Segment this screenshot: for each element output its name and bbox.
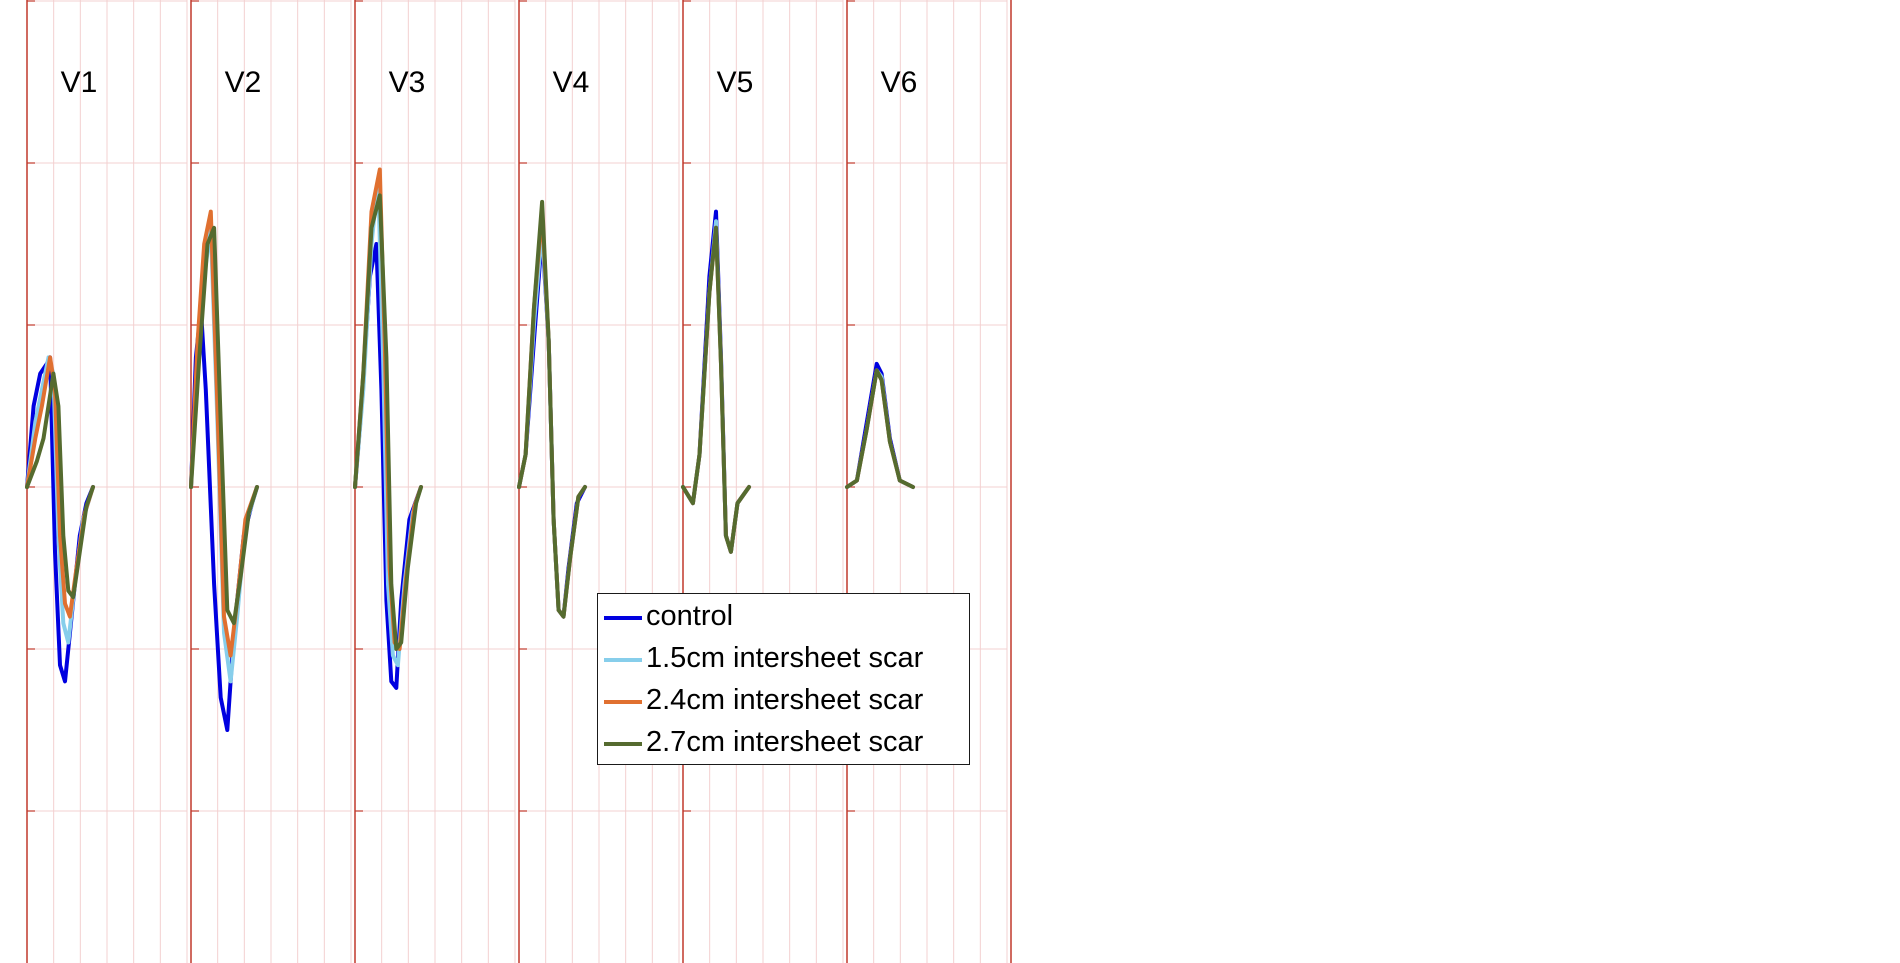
lead-label-v6: V6 <box>881 66 918 99</box>
lead-label-v5: V5 <box>717 66 754 99</box>
legend-entry: 2.7cm intersheet scar <box>598 723 969 765</box>
legend-swatch <box>604 658 642 662</box>
legend-label: 2.4cm intersheet scar <box>646 684 924 716</box>
legend-entry: 1.5cm intersheet scar <box>598 639 969 681</box>
trace-2-7cm-intersheet-scar-v6 <box>845 368 915 489</box>
trace-2-7cm-intersheet-scar-v3 <box>353 193 423 651</box>
lead-panel-v2: V2 <box>189 0 352 963</box>
lead-panel-v3: V3 <box>353 0 516 963</box>
legend-swatch <box>604 616 642 620</box>
lead-label-v1: V1 <box>61 66 98 99</box>
trace-2-7cm-intersheet-scar-v4 <box>517 199 587 619</box>
lead-label-v4: V4 <box>553 66 590 99</box>
legend-entry: control <box>598 597 969 639</box>
lead-panels: V1 V2 V3 V4 V5 V6 <box>25 0 1012 963</box>
legend-swatch <box>604 700 642 704</box>
lead-panel-v6: V6 <box>845 0 1008 963</box>
trace-2-7cm-intersheet-scar-v2 <box>189 225 259 626</box>
trace-2-7cm-intersheet-scar-v5 <box>681 225 751 554</box>
legend-entry: 2.4cm intersheet scar <box>598 681 969 723</box>
legend: control 1.5cm intersheet scar 2.4cm inters… <box>597 593 970 765</box>
lead-panel-v5: V5 <box>681 0 844 963</box>
trace-2-7cm-intersheet-scar-v1 <box>25 371 95 600</box>
lead-panel-v4: V4 <box>517 0 680 963</box>
lead-panel-v1: V1 <box>25 0 188 963</box>
lead-label-v3: V3 <box>389 66 426 99</box>
legend-label: 1.5cm intersheet scar <box>646 642 924 674</box>
legend-swatch <box>604 742 642 746</box>
legend-label: control <box>646 600 734 632</box>
trace-2-4cm-intersheet-scar-v2 <box>189 209 259 658</box>
legend-label: 2.7cm intersheet scar <box>646 726 924 758</box>
lead-label-v2: V2 <box>225 66 262 99</box>
